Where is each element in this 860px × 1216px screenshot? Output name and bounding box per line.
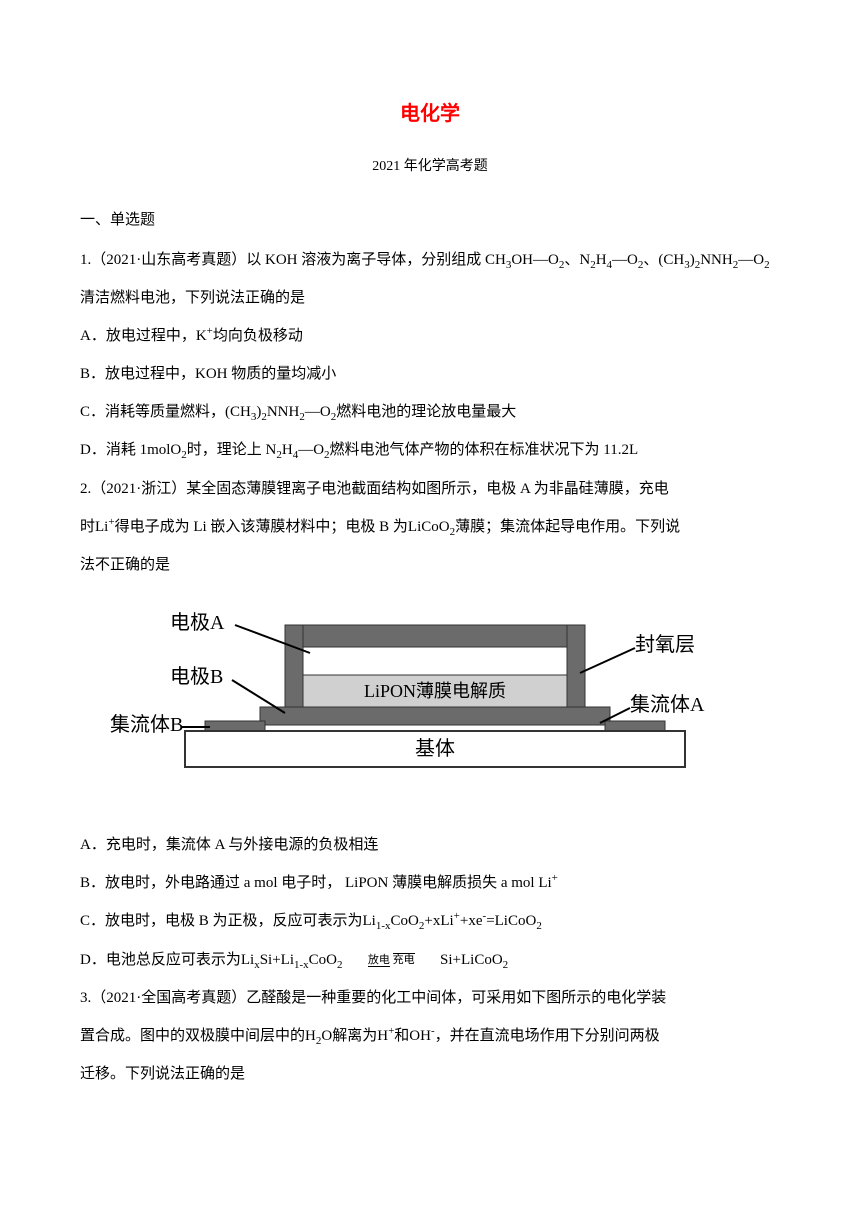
- q2-text: 时: [80, 519, 95, 535]
- diagram-electrode-b-label: 电极B: [170, 665, 223, 688]
- equilibrium-arrows: 放电 充电: [346, 955, 436, 966]
- question-2-stem-line1: 2.（2021·浙江）某全固态薄膜锂离子电池截面结构如图所示，电极 A 为非晶硅…: [80, 471, 780, 507]
- sub: 2: [764, 259, 770, 271]
- diagram-collector-a-label: 集流体A: [630, 693, 705, 716]
- opt-text: —O: [305, 404, 331, 420]
- q3-text: ，并在直流电场作用下分别问两极: [435, 1028, 660, 1044]
- q2-text: 得电子成为 Li 嵌入该薄膜材料中；电极 B 为: [115, 519, 408, 535]
- formula: Li: [241, 952, 254, 968]
- q1-text: —O: [612, 252, 638, 268]
- question-2-option-b: B．放电时，外电路通过 a mol 电子时， LiPON 薄膜电解质损失 a m…: [80, 865, 780, 901]
- battery-diagram: LiPON薄膜电解质 基体 电极A 电极B 集流体B 封氧层 集流体A: [110, 603, 780, 807]
- opt-text: 燃料电池的理论放电量最大: [336, 404, 516, 420]
- sub: 1-x: [294, 959, 309, 971]
- opt-text: +xe: [460, 913, 483, 929]
- formula-h-plus: H: [377, 1028, 388, 1044]
- question-1-option-b: B．放电过程中，KOH 物质的量均减小: [80, 356, 780, 392]
- question-2-stem-line2: 时Li+得电子成为 Li 嵌入该薄膜材料中；电极 B 为LiCoO2薄膜；集流体…: [80, 509, 780, 545]
- question-2-option-a: A．充电时，集流体 A 与外接电源的负极相连: [80, 827, 780, 863]
- q1-text: 、N: [564, 252, 590, 268]
- sub: 2: [337, 959, 343, 971]
- q3-text: 和: [394, 1028, 409, 1044]
- question-1-stem: 1.（2021·山东高考真题）以 KOH 溶液为离子导体，分别组成 CH3OH—…: [80, 242, 780, 278]
- page-subtitle: 2021 年化学高考题: [80, 150, 780, 184]
- opt-text: A．放电过程中，K: [80, 328, 207, 344]
- formula-oh-minus: OH: [409, 1028, 431, 1044]
- q3-text: 解离为: [332, 1028, 377, 1044]
- formula: CoO: [309, 952, 337, 968]
- opt-text: Si+LiCoO: [440, 952, 503, 968]
- question-1-line2: 清洁燃料电池，下列说法正确的是: [80, 280, 780, 316]
- question-1-option-a: A．放电过程中，K+均向负极移动: [80, 318, 780, 354]
- diagram-seal-label: 封氧层: [635, 633, 695, 656]
- question-1-option-c: C．消耗等质量燃料，(CH3)2NNH2—O2燃料电池的理论放电量最大: [80, 394, 780, 430]
- formula: Si+Li: [260, 952, 294, 968]
- page-title: 电化学: [80, 90, 780, 138]
- formula-h2o: O: [321, 1028, 332, 1044]
- diagram-base-label: 基体: [415, 737, 455, 760]
- formula-licoo2: LiCoO: [408, 519, 450, 535]
- opt-text: +xLi: [424, 913, 453, 929]
- opt-text: 时，理论上 N: [187, 442, 277, 458]
- sub: 1-x: [376, 920, 391, 932]
- formula-h2o: H: [305, 1028, 316, 1044]
- eq-reverse-label: 充电: [393, 953, 415, 966]
- q3-text: 置合成。图中的双极膜中间层中的: [80, 1028, 305, 1044]
- sub: 2: [503, 959, 509, 971]
- opt-text: B．放电时，外电路通过 a mol 电子时， LiPON 薄膜电解质损失 a m…: [80, 875, 552, 891]
- opt-text: NNH: [267, 404, 300, 420]
- question-3-stem-line1: 3.（2021·全国高考真题）乙醛酸是一种重要的化工中间体，可采用如下图所示的电…: [80, 980, 780, 1016]
- question-1-option-d: D．消耗 1molO2时，理论上 N2H4—O2燃料电池气体产物的体积在标准状况…: [80, 432, 780, 468]
- question-3-stem-line2: 置合成。图中的双极膜中间层中的H2O解离为H+和OH-，并在直流电场作用下分别问…: [80, 1018, 780, 1054]
- diagram-electrode-a-label: 电极A: [170, 611, 225, 634]
- q1-text: OH—O: [511, 252, 559, 268]
- opt-text: D．消耗 1molO: [80, 442, 181, 458]
- sub: 2: [536, 920, 542, 932]
- q1-text: 1.（2021·山东高考真题）以 KOH 溶液为离子导体，分别组成 CH: [80, 252, 506, 268]
- formula: Li: [363, 913, 376, 929]
- q1-text: H: [596, 252, 607, 268]
- question-3-stem-line3: 迁移。下列说法正确的是: [80, 1056, 780, 1092]
- sup: +: [552, 872, 558, 884]
- formula: CoO: [391, 913, 419, 929]
- opt-text: D．电池总反应可表示为: [80, 952, 241, 968]
- q1-text: NNH: [700, 252, 733, 268]
- opt-text: 燃料电池气体产物的体积在标准状况下为 11.2L: [330, 442, 639, 458]
- formula-li-plus: Li: [95, 519, 108, 535]
- opt-text: C．放电时，电极 B 为正极，反应可表示为: [80, 913, 363, 929]
- opt-text: C．消耗等质量燃料，(CH: [80, 404, 251, 420]
- q1-text: —O: [738, 252, 764, 268]
- question-2-option-c: C．放电时，电极 B 为正极，反应可表示为Li1-xCoO2+xLi++xe-=…: [80, 903, 780, 939]
- diagram-collector-b-label: 集流体B: [110, 713, 183, 736]
- section-header: 一、单选题: [80, 202, 780, 238]
- question-2-option-d: D．电池总反应可表示为LixSi+Li1-xCoO2 放电 充电 Si+LiCo…: [80, 942, 780, 978]
- eq-forward-label: 放电: [368, 954, 390, 967]
- question-2-stem-line3: 法不正确的是: [80, 547, 780, 583]
- opt-text: =LiCoO: [486, 913, 536, 929]
- opt-text: —O: [298, 442, 324, 458]
- opt-text: H: [282, 442, 293, 458]
- q1-text: 、(CH: [643, 252, 684, 268]
- q2-text: 薄膜；集流体起导电作用。下列说: [455, 519, 680, 535]
- opt-text: 均向负极移动: [213, 328, 303, 344]
- diagram-electrolyte-label: LiPON薄膜电解质: [364, 681, 506, 701]
